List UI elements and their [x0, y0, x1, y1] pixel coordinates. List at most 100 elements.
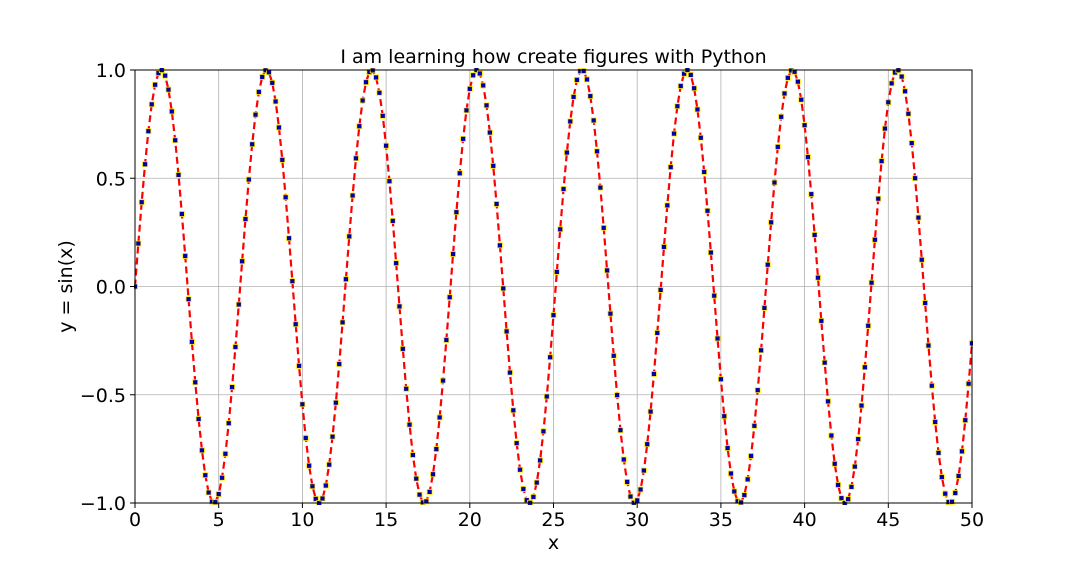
data-point: [801, 122, 808, 129]
data-point: [935, 449, 942, 456]
x-tick-label: 35: [709, 509, 733, 531]
data-point: [292, 321, 299, 328]
data-point: [245, 176, 252, 183]
data-point: [249, 141, 256, 148]
data-point: [828, 432, 835, 439]
data-point: [754, 387, 761, 394]
data-point: [383, 142, 390, 149]
data-point: [818, 317, 825, 324]
data-point: [443, 337, 450, 343]
data-point: [135, 240, 142, 247]
x-tick-label: 0: [129, 509, 141, 531]
data-point: [768, 219, 775, 226]
data-point: [918, 256, 925, 263]
data-point: [152, 81, 158, 88]
data-point: [470, 72, 477, 79]
y-tick-label: 0.5: [96, 168, 126, 190]
data-point: [346, 233, 353, 240]
data-point: [540, 428, 547, 435]
data-point: [647, 408, 654, 415]
data-point: [138, 199, 145, 206]
data-point: [764, 261, 771, 268]
data-point: [393, 260, 400, 267]
data-point: [312, 495, 319, 502]
data-point: [912, 175, 918, 182]
data-point: [356, 123, 363, 130]
data-point: [466, 85, 473, 92]
data-point: [657, 287, 664, 293]
data-point: [791, 68, 798, 75]
data-point: [456, 170, 463, 177]
y-axis-label: y = sin(x): [55, 240, 77, 333]
data-point: [681, 70, 687, 77]
x-axis-label: x: [548, 532, 559, 554]
data-point: [617, 427, 624, 434]
data-point: [500, 285, 507, 292]
data-point: [326, 461, 333, 468]
data-point: [600, 224, 607, 231]
data-point: [835, 482, 841, 488]
data-point: [215, 491, 222, 498]
data-point: [718, 376, 724, 383]
data-point: [289, 278, 296, 285]
data-point: [714, 335, 721, 342]
data-point: [353, 155, 359, 162]
data-point: [778, 113, 785, 120]
data-point: [430, 471, 436, 478]
data-point: [299, 401, 306, 408]
data-point: [795, 78, 801, 85]
data-point: [908, 140, 915, 147]
data-point: [322, 482, 329, 489]
data-point: [483, 102, 490, 109]
data-point: [185, 296, 192, 303]
data-point: [885, 99, 892, 106]
data-point: [192, 379, 199, 386]
data-point: [738, 499, 744, 505]
data-point: [567, 118, 574, 125]
x-tick-label: 5: [213, 509, 225, 531]
data-point: [242, 216, 249, 222]
data-point: [965, 380, 972, 387]
data-point: [309, 483, 316, 490]
data-point: [748, 453, 754, 459]
data-point: [784, 74, 791, 81]
data-point: [557, 226, 564, 233]
data-point: [922, 300, 929, 306]
data-point: [453, 209, 460, 216]
data-point: [634, 497, 641, 504]
data-point: [409, 452, 416, 458]
data-point: [667, 164, 674, 171]
data-point: [875, 195, 882, 202]
data-point: [627, 493, 634, 500]
data-point: [440, 377, 446, 384]
data-point: [252, 111, 259, 118]
data-point: [302, 435, 309, 441]
data-point: [781, 90, 788, 97]
data-point: [607, 310, 614, 317]
data-point: [269, 79, 276, 86]
data-point: [553, 269, 560, 275]
data-point: [202, 472, 209, 479]
data-point: [741, 492, 748, 498]
data-point: [266, 69, 272, 76]
data-point: [563, 149, 570, 156]
data-point: [942, 490, 949, 497]
x-tick-label: 15: [374, 509, 398, 531]
data-point: [959, 448, 965, 455]
data-point: [513, 440, 520, 447]
data-point: [838, 495, 845, 502]
data-point: [182, 253, 189, 259]
data-point: [624, 478, 631, 485]
data-point: [329, 433, 336, 440]
data-point: [614, 392, 621, 399]
data-point: [825, 398, 831, 405]
data-point: [235, 301, 242, 308]
data-point: [189, 338, 195, 345]
data-point: [580, 68, 587, 74]
data-point: [550, 312, 557, 319]
x-tick-label: 40: [793, 509, 817, 531]
data-point: [279, 156, 286, 163]
data-point: [701, 169, 708, 175]
data-point: [882, 125, 888, 132]
